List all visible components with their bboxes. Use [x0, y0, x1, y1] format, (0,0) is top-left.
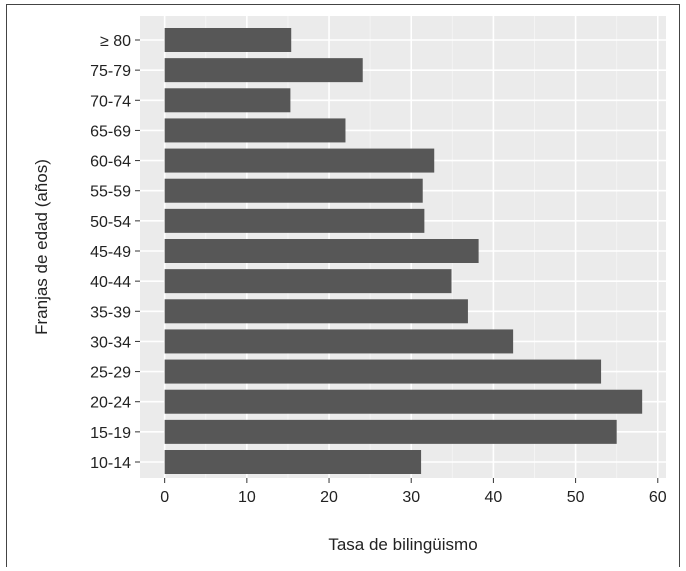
- bar-10-14: [164, 450, 422, 474]
- bar-20-24: [164, 389, 643, 414]
- bar-30-34: [164, 329, 514, 354]
- y-tick-label: 75-79: [90, 63, 131, 80]
- y-tick-label: 30-34: [90, 334, 131, 351]
- bar-25-29: [164, 359, 602, 384]
- y-tick-label: 35-39: [90, 304, 131, 321]
- bar-35-39: [164, 299, 468, 324]
- x-tick-label: 40: [485, 489, 503, 506]
- bar-75-79: [164, 58, 363, 83]
- x-axis-title: Tasa de bilingüismo: [328, 535, 477, 554]
- x-tick-label: 20: [320, 489, 338, 506]
- bar-50-54: [164, 208, 425, 233]
- bar-60-64: [164, 148, 435, 173]
- y-tick-label: 45-49: [90, 244, 131, 261]
- bar-55-59: [164, 178, 423, 203]
- x-axis-ticks: 0 10 20 30 40 50 60: [160, 478, 667, 506]
- figure-frame: [6, 4, 680, 567]
- x-tick-label: 30: [402, 489, 420, 506]
- y-tick-label: ≥ 80: [100, 33, 131, 50]
- y-axis-title: Franjas de edad (años): [32, 159, 51, 335]
- y-tick-label: 10-14: [90, 455, 131, 472]
- y-tick-label: 50-54: [90, 214, 131, 231]
- bar-40-44: [164, 269, 452, 294]
- x-tick-label: 0: [160, 489, 169, 506]
- y-axis-ticks: 10-14 15-19 20-24 25-29 30-34 35-39 40-44 45-49…: [90, 33, 140, 472]
- bar-70-74: [164, 88, 291, 113]
- y-tick-label: 15-19: [90, 425, 131, 442]
- x-tick-label: 50: [567, 489, 585, 506]
- y-tick-label: 40-44: [90, 274, 131, 291]
- x-tick-label: 60: [649, 489, 667, 506]
- y-tick-label: 60-64: [90, 154, 131, 171]
- y-tick-label: 20-24: [90, 395, 131, 412]
- bar-65-69: [164, 118, 346, 143]
- x-tick-label: 10: [238, 489, 256, 506]
- y-tick-label: 25-29: [90, 365, 131, 382]
- y-tick-label: 65-69: [90, 123, 131, 140]
- y-tick-label: 55-59: [90, 184, 131, 201]
- bars: [164, 28, 643, 474]
- bar-≥ 80: [164, 28, 292, 52]
- y-tick-label: 70-74: [90, 93, 131, 110]
- bar-45-49: [164, 239, 479, 263]
- bar-15-19: [164, 419, 617, 444]
